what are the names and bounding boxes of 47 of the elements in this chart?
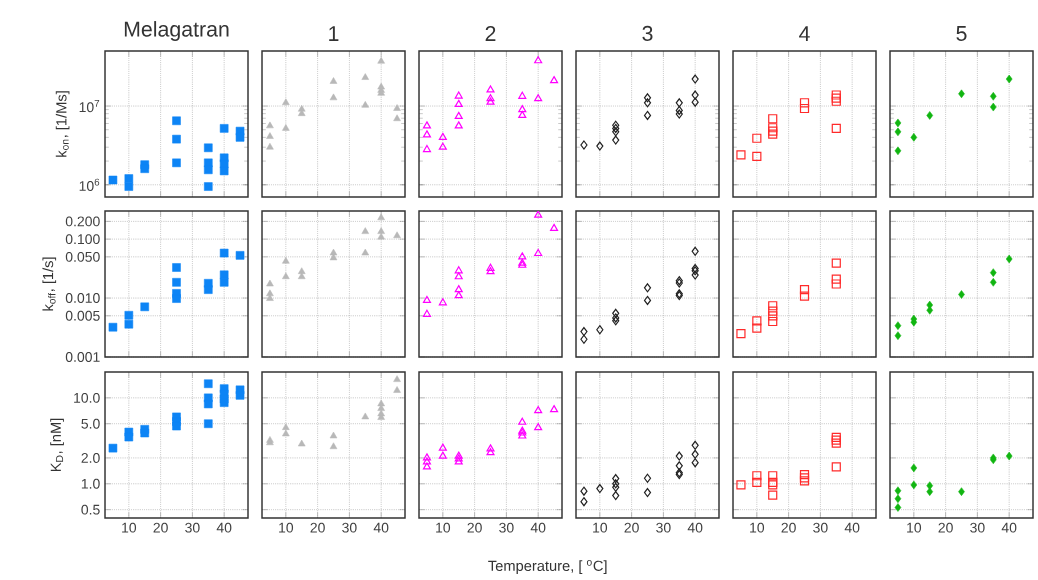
- y-tick-label: 5.0: [81, 418, 100, 429]
- x-tick-label: 40: [1001, 522, 1017, 533]
- y-tick-label: 10$^{7}$: [79, 99, 100, 113]
- chart-title: 5: [956, 26, 967, 41]
- x-tick-label: 10: [436, 522, 451, 533]
- x-tick-label: 10: [593, 522, 608, 533]
- y-tick-label: 0.010: [65, 293, 100, 304]
- x-tick-label: 20: [624, 522, 639, 533]
- x-tick-label: 20: [781, 522, 796, 533]
- x-tick-label: 20: [938, 522, 953, 533]
- x-tick-label: 30: [185, 522, 200, 533]
- x-tick-label: 40: [530, 522, 546, 533]
- y-tick-label: 0.005: [65, 310, 100, 321]
- y-axis-title: K$_{D}$, [nM]: [50, 418, 64, 472]
- y-tick-label: 0.050: [65, 251, 100, 262]
- y-axis-title: k$_{off}$, [1/s]: [42, 257, 57, 311]
- chart-title: Melagatran: [124, 21, 229, 41]
- x-tick-label: 10: [907, 522, 922, 533]
- x-tick-label: 10: [279, 522, 294, 533]
- x-tick-label: 40: [373, 522, 389, 533]
- x-tick-label: 40: [216, 522, 232, 533]
- y-tick-label: 0.100: [65, 234, 100, 245]
- x-tick-label: 10: [750, 522, 765, 533]
- x-axis-title: Temperature, [ $^{o}$C]: [488, 560, 607, 574]
- x-tick-label: 30: [656, 522, 671, 533]
- y-tick-label: 0.001: [65, 352, 100, 362]
- chart-title: 2: [485, 26, 496, 41]
- chart-title: 1: [329, 26, 339, 41]
- y-tick-label: 2.0: [81, 452, 100, 463]
- y-axis-title: k$_{on}$, [1/Ms]: [55, 91, 70, 157]
- chart-title: 3: [642, 25, 653, 41]
- x-tick-label: 20: [153, 522, 168, 533]
- y-tick-label: 0.200: [65, 216, 100, 227]
- x-tick-label: 30: [342, 522, 357, 533]
- x-tick-label: 30: [970, 522, 985, 533]
- x-tick-label: 20: [467, 522, 482, 533]
- y-tick-label: 0.5: [81, 504, 100, 515]
- y-tick-label: 10$^{6}$: [79, 178, 100, 191]
- x-tick-label: 10: [122, 522, 137, 533]
- y-tick-label: 1.0: [81, 478, 100, 489]
- y-tick-label: 10.0: [74, 392, 100, 403]
- chart-title: 4: [799, 26, 810, 41]
- x-tick-label: 40: [687, 522, 703, 533]
- x-tick-label: 40: [844, 522, 860, 533]
- x-tick-label: 30: [499, 522, 514, 533]
- x-tick-label: 20: [310, 522, 325, 533]
- x-tick-label: 30: [813, 522, 828, 533]
